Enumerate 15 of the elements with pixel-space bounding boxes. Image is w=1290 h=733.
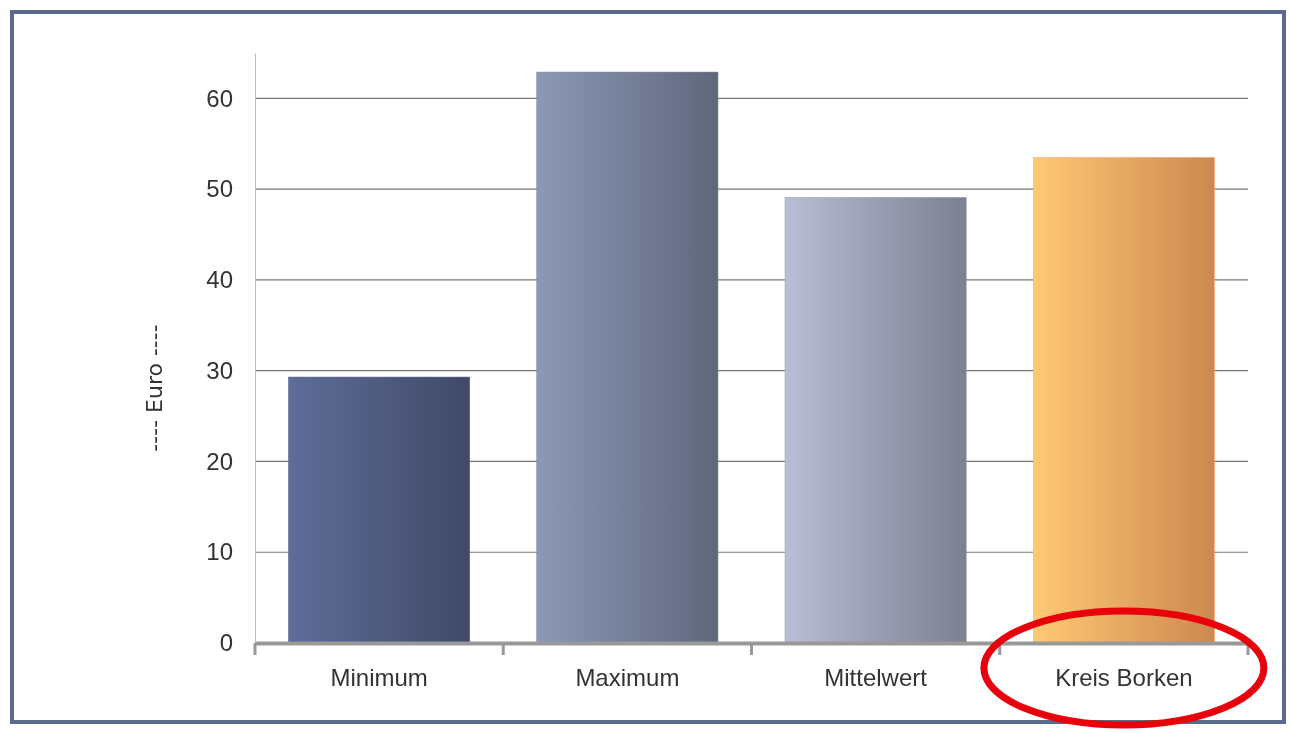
y-tick-label: 10 bbox=[206, 538, 233, 566]
bar bbox=[536, 71, 719, 644]
y-tick-label: 30 bbox=[206, 356, 233, 384]
x-tick-label: Kreis Borken bbox=[1055, 664, 1193, 692]
y-tick-label: 0 bbox=[219, 629, 233, 657]
x-tick-label: Mittelwert bbox=[824, 664, 928, 692]
y-tick-label: 50 bbox=[206, 175, 233, 203]
y-tick-label: 40 bbox=[206, 266, 233, 294]
y-tick-label: 20 bbox=[206, 447, 233, 475]
bar bbox=[288, 376, 470, 644]
x-tick-label: Maximum bbox=[575, 664, 680, 692]
y-axis-title: ---- Euro ---- bbox=[142, 324, 167, 452]
x-tick-label: Minimum bbox=[330, 664, 428, 692]
bar bbox=[784, 197, 967, 644]
y-tick-label: 60 bbox=[206, 84, 233, 112]
